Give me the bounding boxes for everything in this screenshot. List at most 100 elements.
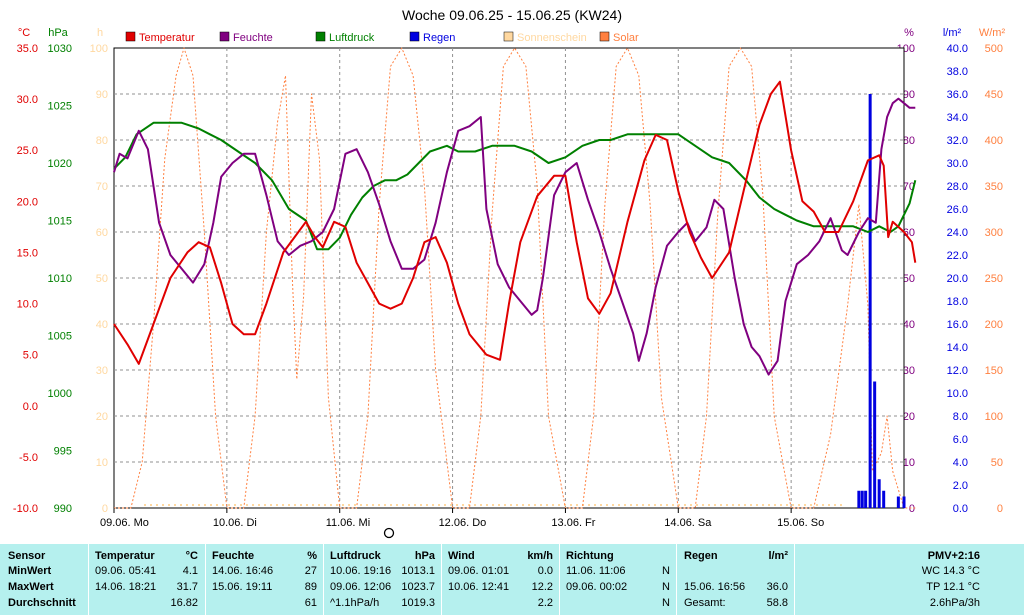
sun-unit-label: h <box>97 27 103 39</box>
legend-swatch <box>315 31 326 42</box>
x-tick-label: 09.06. Mo <box>100 517 149 529</box>
pressure-tick-label: 1010 <box>48 273 72 285</box>
solar-tick-label: 50 <box>991 457 1003 469</box>
temp-tick-label: 25.0 <box>17 145 38 157</box>
humidity-tick-label: 0 <box>909 503 915 515</box>
sun-tick-label: 80 <box>96 135 108 147</box>
x-tick-label: 12.06. Do <box>439 517 487 529</box>
rain-max: 36.0 <box>766 581 788 593</box>
rain-tick-label: 10.0 <box>947 388 968 400</box>
rain-tick-label: 16.0 <box>947 319 968 331</box>
rain-tick-label: 14.0 <box>947 342 968 354</box>
legend-label: Temperatur <box>139 32 195 44</box>
windchill: WC 14.3 °C <box>921 565 980 577</box>
dir-max-time: 09.06. 00:02 <box>566 581 628 593</box>
dir-avg: N <box>662 597 670 609</box>
plot-frame <box>113 47 905 509</box>
press-trend: ^1.1hPa/h <box>330 597 380 609</box>
temp-min-time: 09.06. 05:41 <box>95 565 157 577</box>
rain-tick-label: 12.0 <box>947 365 968 377</box>
pressure-tick-label: 1020 <box>48 158 72 170</box>
series-regen-bar <box>877 479 881 508</box>
series-regen-bar <box>902 496 906 508</box>
wind-avg: 2.2 <box>537 597 553 609</box>
rain-tick-label: 38.0 <box>947 66 968 78</box>
pressure-trend: 2.6hPa/3h <box>929 597 980 609</box>
x-tick-label: 14.06. Sa <box>664 517 712 529</box>
legend-swatch <box>409 31 420 42</box>
sun-tick-label: 0 <box>102 503 108 515</box>
row-label-min: MinWert <box>8 565 52 577</box>
series-temperatur-line <box>113 80 917 365</box>
temp-tick-label: 0.0 <box>23 401 38 413</box>
sun-tick-label: 50 <box>96 273 108 285</box>
solar-tick-label: 250 <box>985 273 1003 285</box>
temp-tick-label: 5.0 <box>23 350 38 362</box>
temp-tick-label: 10.0 <box>17 299 38 311</box>
solar-tick-label: 400 <box>985 135 1003 147</box>
rain-tick-label: 24.0 <box>947 227 968 239</box>
series-regen-bar <box>857 490 861 508</box>
x-axis-labels: 09.06. Mo 10.06. Di 11.06. Mi 12.06. Do 13.0… <box>100 508 824 529</box>
temp-tick-label: -5.0 <box>19 452 38 464</box>
x-tick-label: 11.06. Mi <box>326 517 370 529</box>
series-feuchte-line <box>113 97 916 376</box>
humidity-tick-label: 30 <box>903 365 915 377</box>
wind-min: 0.0 <box>537 565 553 577</box>
column-separator <box>205 544 206 615</box>
pressure-unit-label: hPa <box>48 27 68 39</box>
temp-tick-label: 35.0 <box>17 43 38 55</box>
rain-tick-label: 6.0 <box>953 434 968 446</box>
humidity-unit-label: % <box>904 27 914 39</box>
x-tick-label: 15.06. So <box>777 517 824 529</box>
pressure-tick-label: 1030 <box>48 43 72 55</box>
rain-tick-label: 22.0 <box>947 250 968 262</box>
legend-label: Feuchte <box>233 32 273 44</box>
dir-title: Richtung <box>566 550 614 562</box>
column-separator <box>559 544 560 615</box>
press-min: 1013.1 <box>401 565 435 577</box>
legend-swatch <box>125 31 136 42</box>
column-separator <box>441 544 442 615</box>
rain-tick-label: 26.0 <box>947 204 968 216</box>
column-separator <box>323 544 324 615</box>
series-regen-bar <box>860 490 864 508</box>
legend-swatch <box>599 31 610 42</box>
rain-total: 58.8 <box>766 597 788 609</box>
row-label-max: MaxWert <box>8 581 54 593</box>
pressure-tick-label: 995 <box>54 446 72 458</box>
solar-tick-label: 150 <box>985 365 1003 377</box>
humidity-tick-label: 50 <box>903 273 915 285</box>
chart-area: Woche 09.06.25 - 15.06.25 (KW24) Tempera… <box>13 7 1005 539</box>
column-separator <box>676 544 677 615</box>
pressure-tick-label: 1025 <box>48 101 72 113</box>
dir-max: N <box>662 581 670 593</box>
rain-tick-label: 32.0 <box>947 135 968 147</box>
temp-title: Temperatur <box>95 550 155 562</box>
x-tick-label: 13.06. Fr <box>551 517 595 529</box>
legend-label: Regen <box>423 32 455 44</box>
press-max: 1023.7 <box>401 581 435 593</box>
humidity-tick-label: 80 <box>903 135 915 147</box>
rain-tick-label: 30.0 <box>947 158 968 170</box>
press-title: Luftdruck <box>330 550 381 562</box>
sun-tick-label: 20 <box>96 411 108 423</box>
solar-tick-label: 0 <box>997 503 1003 515</box>
rain-tick-label: 2.0 <box>953 480 968 492</box>
rain-total-label: Gesamt: <box>684 597 726 609</box>
sun-tick-label: 60 <box>96 227 108 239</box>
grid <box>114 48 904 508</box>
sun-tick-label: 90 <box>96 89 108 101</box>
temp-min: 4.1 <box>182 565 198 577</box>
moon-phase-icon <box>383 527 395 539</box>
hum-min: 27 <box>304 565 317 577</box>
wind-max: 12.2 <box>531 581 553 593</box>
solar-tick-label: 350 <box>985 181 1003 193</box>
x-tick-label: 10.06. Di <box>213 517 257 529</box>
temp-avg: 16.82 <box>170 597 198 609</box>
legend-swatch <box>503 31 514 42</box>
stats-table: Sensor MinWert MaxWert Durchschnitt Temp… <box>0 544 1024 615</box>
pressure-tick-label: 1005 <box>48 331 72 343</box>
hum-max: 89 <box>304 581 317 593</box>
solar-tick-label: 100 <box>985 411 1003 423</box>
